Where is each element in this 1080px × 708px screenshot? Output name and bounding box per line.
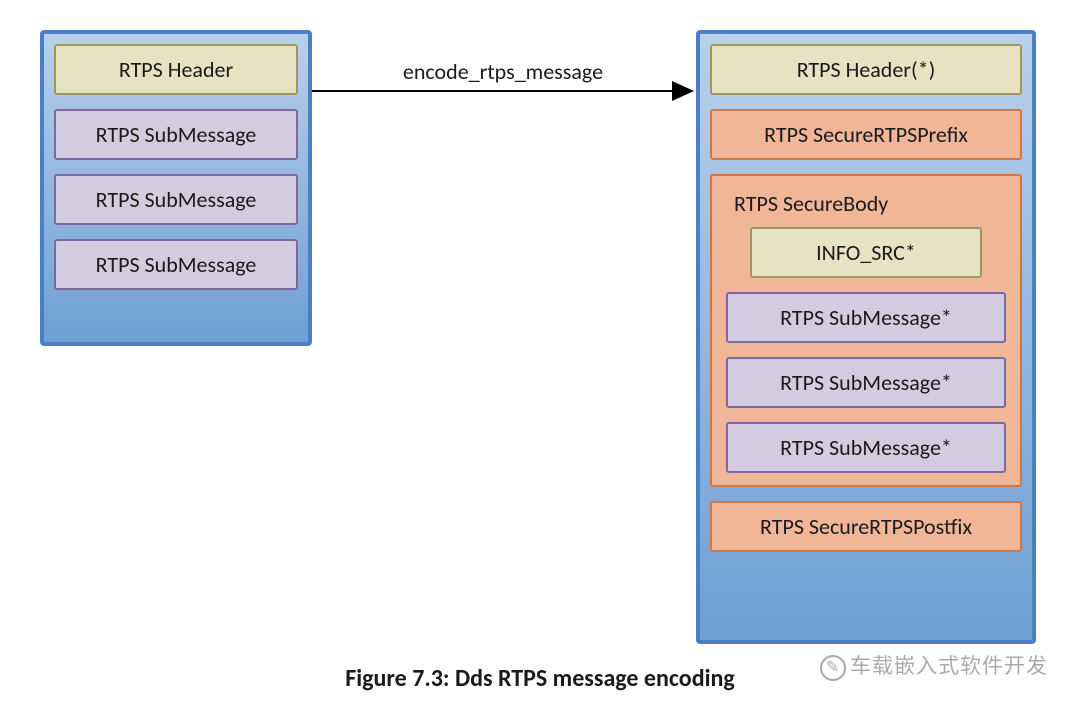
arrow-head-icon bbox=[672, 81, 694, 101]
secure-postfix-label: RTPS SecureRTPSPostfix bbox=[760, 513, 972, 540]
rtps-header-star-box: RTPS Header(*) bbox=[710, 44, 1022, 95]
secure-prefix-box: RTPS SecureRTPSPrefix bbox=[710, 109, 1022, 160]
left-submessages: RTPS SubMessage RTPS SubMessage RTPS SubMe… bbox=[54, 109, 298, 290]
rtps-submessage-box: RTPS SubMessage bbox=[54, 239, 298, 290]
watermark-text: 车载嵌入式软件开发 bbox=[850, 653, 1048, 679]
arrow-line bbox=[312, 90, 674, 92]
secure-prefix-label: RTPS SecureRTPSPrefix bbox=[764, 121, 968, 148]
secure-body-box: RTPS SecureBody INFO_SRC* RTPS SubMessag… bbox=[710, 174, 1022, 487]
secure-postfix-box: RTPS SecureRTPSPostfix bbox=[710, 501, 1022, 552]
watermark-icon: ✎ bbox=[820, 655, 846, 681]
secure-submessage-label: RTPS SubMessage* bbox=[780, 369, 952, 396]
secure-submessage-label: RTPS SubMessage* bbox=[780, 304, 952, 331]
secure-submessage-box: RTPS SubMessage* bbox=[726, 357, 1006, 408]
rtps-header-label: RTPS Header bbox=[119, 56, 233, 83]
arrow-label: encode_rtps_message bbox=[312, 58, 694, 85]
rtps-submessage-label: RTPS SubMessage bbox=[96, 251, 257, 278]
secure-body-title: RTPS SecureBody bbox=[726, 186, 1006, 227]
secure-submessage-box: RTPS SubMessage* bbox=[726, 422, 1006, 473]
rtps-header-star-label: RTPS Header(*) bbox=[797, 56, 936, 83]
rtps-submessage-label: RTPS SubMessage bbox=[96, 121, 257, 148]
info-src-label: INFO_SRC* bbox=[816, 239, 916, 266]
left-rtps-container: RTPS Header RTPS SubMessageRTPS SubMessa… bbox=[40, 30, 312, 346]
rtps-submessage-box: RTPS SubMessage bbox=[54, 109, 298, 160]
rtps-submessage-box: RTPS SubMessage bbox=[54, 174, 298, 225]
secure-submessage-box: RTPS SubMessage* bbox=[726, 292, 1006, 343]
rtps-submessage-label: RTPS SubMessage bbox=[96, 186, 257, 213]
secure-body-submessages: RTPS SubMessage* RTPS SubMessage* RTPS Sub… bbox=[726, 292, 1006, 473]
secure-submessage-label: RTPS SubMessage* bbox=[780, 434, 952, 461]
rtps-header-box: RTPS Header bbox=[54, 44, 298, 95]
watermark: ✎车载嵌入式软件开发 bbox=[820, 650, 1048, 681]
right-rtps-container: RTPS Header(*) RTPS SecureRTPSPrefix RTP… bbox=[696, 30, 1036, 644]
info-src-box: INFO_SRC* bbox=[750, 227, 982, 278]
